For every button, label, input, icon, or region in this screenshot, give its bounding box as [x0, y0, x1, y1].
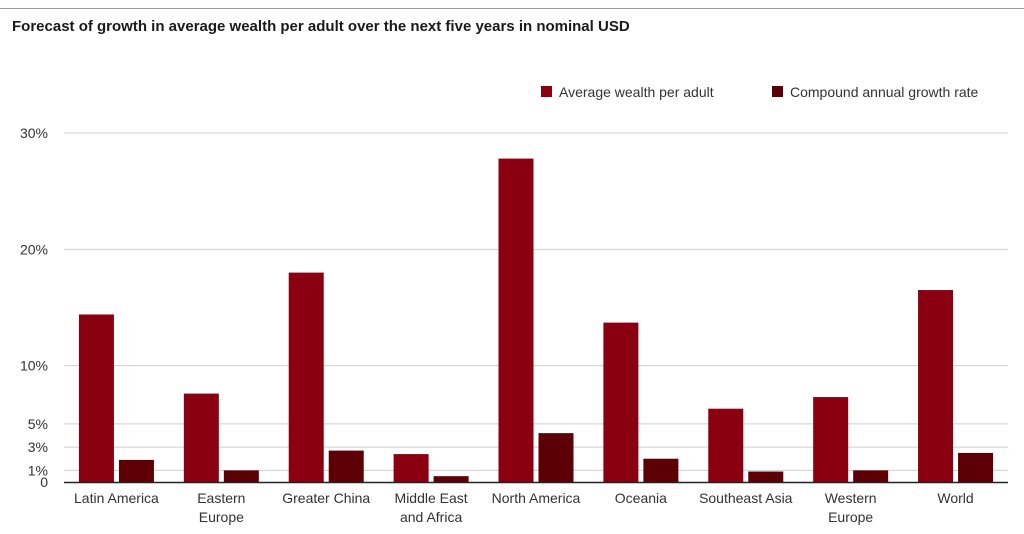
- legend-swatch-growth-rate: [772, 86, 783, 97]
- bar-growth-rate: [223, 470, 259, 482]
- x-category-label: and Africa: [400, 509, 462, 525]
- bar-average-wealth: [498, 158, 534, 483]
- x-category-label: Oceania: [615, 490, 667, 506]
- x-category-label: Southeast Asia: [699, 490, 793, 506]
- chart-title: Forecast of growth in average wealth per…: [12, 18, 630, 35]
- x-category-label: North America: [492, 490, 581, 506]
- legend-label-average-wealth: Average wealth per adult: [559, 84, 714, 100]
- x-category-label: Eastern: [197, 490, 245, 506]
- x-category-label: Europe: [199, 509, 244, 525]
- bar-average-wealth: [78, 314, 114, 482]
- x-category-label: Middle East: [395, 490, 468, 506]
- legend-swatch-average-wealth: [541, 86, 552, 97]
- y-tick-label: 1%: [28, 462, 48, 478]
- legend-label-growth-rate: Compound annual growth rate: [790, 84, 979, 100]
- bar-growth-rate: [328, 450, 364, 482]
- x-category-label: Latin America: [74, 490, 159, 506]
- bar-average-wealth: [918, 290, 954, 482]
- bar-growth-rate: [538, 433, 574, 482]
- bar-average-wealth: [183, 393, 219, 482]
- bar-growth-rate: [748, 471, 784, 482]
- bar-growth-rate: [853, 470, 889, 482]
- bar-growth-rate: [433, 476, 469, 482]
- bar-average-wealth: [603, 322, 639, 482]
- x-axis-labels: Latin America Eastern Europe Greater China M…: [74, 490, 974, 525]
- bar-growth-rate: [643, 458, 679, 482]
- bar-average-wealth: [393, 454, 429, 482]
- y-tick-label: 3%: [28, 439, 48, 455]
- gridlines: [64, 132, 1008, 471]
- y-tick-label: 30%: [20, 125, 48, 141]
- bar-average-wealth: [813, 397, 849, 482]
- bar-average-wealth: [708, 408, 744, 482]
- bar-growth-rate: [958, 452, 994, 482]
- legend: Average wealth per adult Compound annual…: [541, 84, 979, 100]
- y-axis-labels: 01% 3% 5% 10% 20% 30%: [20, 125, 48, 490]
- x-category-label: Western: [825, 490, 877, 506]
- y-tick-label: 10%: [20, 358, 48, 374]
- x-category-label: World: [937, 490, 973, 506]
- bar-growth-rate: [118, 459, 154, 482]
- bars: [78, 158, 994, 483]
- x-category-label: Greater China: [282, 490, 370, 506]
- y-tick-label: 5%: [28, 416, 48, 432]
- top-rule: [0, 8, 1024, 9]
- x-category-label: Europe: [828, 509, 873, 525]
- y-tick-label: 20%: [20, 241, 48, 257]
- bar-average-wealth: [288, 272, 324, 482]
- y-tick-label: 0: [40, 474, 48, 490]
